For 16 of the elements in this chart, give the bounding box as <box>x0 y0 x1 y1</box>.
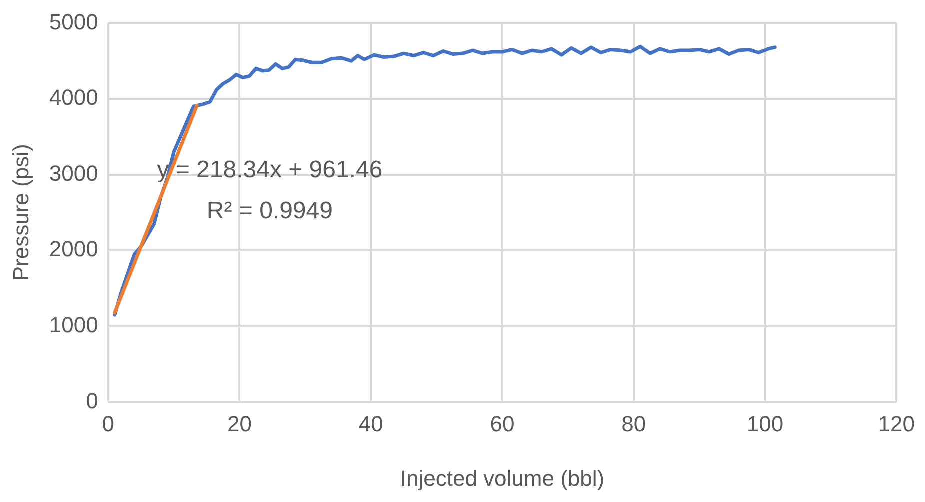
x-tick-label: 0 <box>102 411 114 436</box>
y-tick-label: 4000 <box>49 85 98 110</box>
x-tick-label: 40 <box>358 411 384 436</box>
x-axis-title: Injected volume (bbl) <box>400 466 605 491</box>
x-tick-label: 60 <box>490 411 515 436</box>
y-tick-label: 2000 <box>49 236 98 262</box>
x-tick-label: 120 <box>878 411 916 436</box>
y-tick-label: 5000 <box>49 9 98 34</box>
y-axis-title: Pressure (psi) <box>8 144 34 282</box>
y-tick-label: 1000 <box>49 312 98 338</box>
x-tick-label: 100 <box>746 411 784 436</box>
x-tick-label: 80 <box>622 411 646 436</box>
annotation: R² = 0.9949 <box>206 198 333 225</box>
y-tick-label: 0 <box>86 388 98 414</box>
y-tick-label: 3000 <box>49 160 98 186</box>
x-tick-label: 20 <box>227 411 252 436</box>
